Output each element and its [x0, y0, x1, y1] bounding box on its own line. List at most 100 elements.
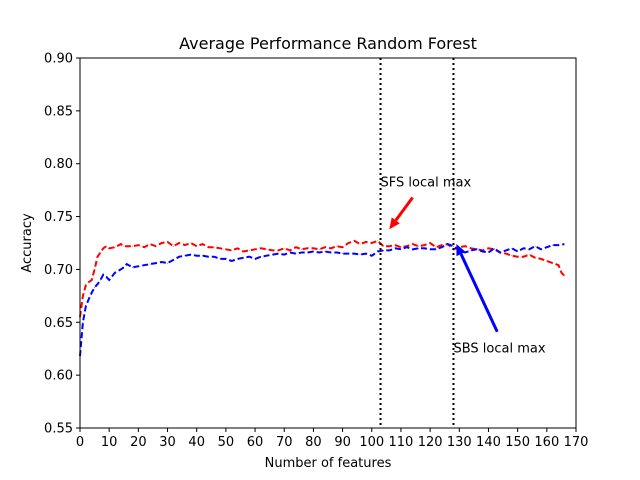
annotation-label-1: SBS local max — [453, 342, 545, 357]
series-0-point — [82, 295, 84, 297]
series-1-point — [184, 255, 186, 257]
series-0-point — [295, 246, 297, 248]
series-1-point — [464, 252, 466, 253]
series-1-point — [143, 264, 145, 266]
series-1-point — [167, 262, 168, 264]
series-1-point — [453, 245, 454, 247]
series-1-point — [336, 252, 338, 253]
x-tick-label: 30 — [159, 435, 176, 450]
series-0-point — [167, 241, 168, 243]
x-tick-label: 90 — [334, 435, 351, 450]
series-0-point — [266, 248, 268, 250]
series-1-point — [149, 263, 151, 265]
series-1-point — [353, 253, 355, 255]
series-1-point — [546, 246, 548, 248]
series-0-point — [149, 243, 151, 245]
y-ticks: 0.55 0.60 0.65 0.70 0.75 0.80 0.85 0.90 — [44, 52, 80, 437]
y-tick-label: 0.90 — [44, 52, 73, 67]
series-1-point — [523, 247, 524, 249]
x-tick-label: 120 — [418, 435, 443, 450]
plot-frame — [79, 57, 577, 429]
annotation-arrow-head-0 — [389, 217, 400, 230]
x-tick-label: 170 — [564, 435, 589, 450]
series-1-point — [423, 247, 425, 249]
series-0-point — [429, 242, 431, 244]
series-1-point — [278, 253, 279, 255]
x-axis-label: Number of features — [265, 456, 392, 471]
series-0-point — [272, 250, 273, 251]
x-ticks: 0 10 20 30 40 50 60 70 80 90 100 110 120 130 140 150 160… — [76, 428, 589, 450]
series-1-point — [120, 269, 122, 270]
series-1-point — [563, 243, 565, 245]
series-0-point — [371, 242, 373, 244]
series-1-point — [511, 247, 513, 249]
series-0-point — [161, 242, 163, 244]
series-1-point — [123, 266, 125, 268]
series-1-point — [283, 254, 285, 256]
annotation-arrow-head-1 — [456, 244, 466, 257]
series-1-point — [243, 257, 244, 259]
series-1-point — [88, 298, 90, 300]
series-1-point — [307, 252, 308, 253]
series-1-point — [237, 258, 239, 260]
series-0-point — [102, 247, 104, 249]
series-0-point — [301, 248, 303, 250]
series-1-point — [377, 251, 378, 252]
x-tick-label: 150 — [505, 435, 530, 450]
series-0-point — [114, 246, 116, 248]
series-1-point — [476, 248, 478, 250]
series-1-point — [447, 243, 448, 245]
series-0-point — [283, 247, 285, 249]
series-1-point — [493, 247, 495, 249]
series-1-point — [342, 253, 343, 255]
series-1-point — [100, 279, 101, 281]
series-0-point — [353, 240, 355, 242]
series-1-point — [359, 254, 361, 256]
series-1-point — [202, 255, 203, 257]
series-0-point — [132, 245, 133, 247]
series-0-point — [243, 251, 244, 252]
series-1-point — [266, 255, 268, 257]
series-0-point — [528, 254, 530, 256]
series-0-point — [219, 247, 221, 249]
series-0-point — [85, 284, 87, 286]
series-0-point — [423, 244, 425, 246]
series-0-point — [313, 247, 314, 249]
series-1-point — [208, 256, 209, 258]
series-1-point — [330, 252, 332, 253]
y-tick-label: 0.55 — [44, 422, 73, 437]
series-1-point — [394, 247, 396, 249]
series-1-point — [161, 261, 163, 263]
series-1-point — [138, 265, 139, 267]
annotation-layer: SFS local max SBS local max — [381, 176, 546, 357]
series-1-point — [85, 306, 87, 307]
series-1-point — [517, 251, 518, 252]
y-tick-label: 0.85 — [44, 104, 73, 119]
series-0-point — [105, 245, 107, 247]
series-1-point — [173, 259, 174, 261]
series-1-point — [552, 244, 554, 246]
series-line-1 — [79, 243, 565, 357]
series-1-point — [534, 245, 536, 247]
series-0-point — [435, 246, 437, 248]
series-0-point — [254, 248, 256, 250]
series-0-point — [523, 256, 524, 258]
series-0-point — [155, 245, 157, 247]
series-1-point — [441, 246, 443, 248]
series-0-point — [237, 247, 239, 249]
series-0-point — [318, 248, 320, 250]
series-0-point — [108, 247, 110, 249]
series-0-point — [307, 247, 308, 249]
series-0-point — [225, 248, 227, 250]
series-0-point — [511, 255, 513, 257]
series-0-point — [394, 244, 396, 246]
series-1-point — [272, 254, 273, 256]
series-0-point — [517, 256, 518, 258]
series-1-point — [225, 258, 227, 260]
x-tick-label: 70 — [276, 435, 293, 450]
series-0-point — [558, 264, 559, 266]
chart-title: Average Performance Random Forest — [179, 34, 477, 53]
series-1-point — [108, 279, 110, 281]
series-0-point — [561, 272, 562, 273]
series-1-point — [313, 251, 314, 252]
